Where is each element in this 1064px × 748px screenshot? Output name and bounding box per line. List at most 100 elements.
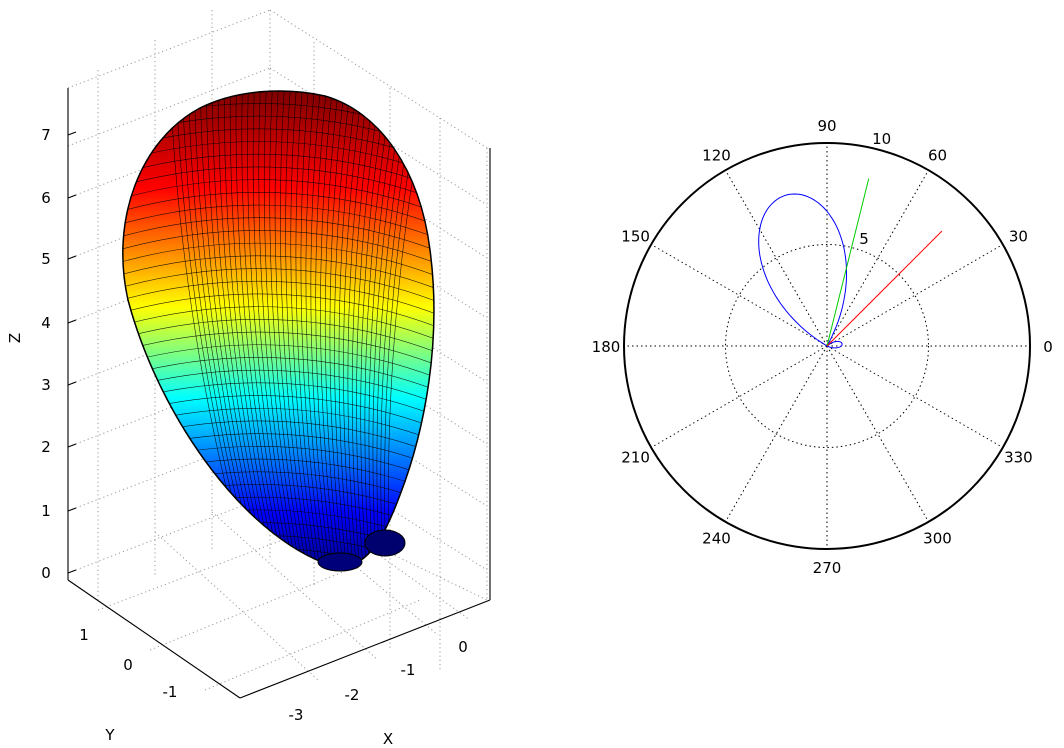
mesh-longitude: [324, 91, 342, 568]
axes3d: [67, 88, 491, 699]
mesh-longitude: [334, 91, 352, 568]
polar-lobe: [758, 193, 847, 347]
z-tick-label: 2: [41, 438, 51, 456]
mesh-latitude: [122, 281, 434, 329]
mesh-longitude: [310, 91, 332, 568]
z-tick-label: 5: [41, 250, 51, 268]
polar-spoke: [826, 244, 1004, 347]
polar-angle-label: 180: [592, 338, 621, 356]
polar-spoke: [826, 169, 929, 347]
mesh-latitude: [122, 293, 434, 341]
x-tick-label: -1: [401, 661, 416, 679]
z-tick-label: 1: [41, 502, 51, 520]
mesh-longitude: [258, 91, 300, 568]
mesh-longitude: [315, 91, 335, 568]
mesh-longitude: [360, 91, 388, 568]
polar-angle-label: 270: [813, 559, 842, 577]
polar-angle-label: 240: [702, 529, 731, 547]
z-tick-label: 0: [41, 564, 51, 582]
polar-angle-label: 60: [928, 147, 947, 165]
mesh-latitude: [122, 179, 434, 227]
mesh-longitude: [343, 91, 364, 568]
polar-angle-label: 30: [1009, 228, 1028, 246]
polar-spoke: [650, 244, 828, 347]
polar-radial-label: 5: [859, 230, 869, 248]
mesh-longitude: [199, 91, 267, 568]
mesh-longitude: [252, 91, 296, 568]
mesh-latitude: [122, 230, 434, 278]
polar-series: [758, 178, 943, 349]
mesh-latitude: [122, 192, 434, 240]
mesh-longitude: [247, 91, 293, 568]
polar-lobe: [826, 340, 843, 349]
polar-plot: 0 30 60 90 120 150 180 210 240 270 300 330 5 10: [592, 117, 1053, 577]
mesh-latitude: [122, 204, 434, 252]
mesh-longitude: [280, 91, 313, 568]
polar-ray: [826, 178, 870, 347]
polar-rim: [623, 142, 1031, 550]
y-tick-label: 0: [123, 656, 133, 674]
z-tick-label: 3: [41, 376, 51, 394]
mesh-longitude: [356, 91, 382, 568]
polar-grid: [624, 143, 1030, 549]
mesh-longitude: [205, 91, 270, 568]
mesh-longitude: [338, 91, 358, 568]
mesh-longitude: [295, 91, 322, 568]
mesh-longitude: [218, 91, 277, 568]
xlabel: X: [383, 730, 393, 748]
mesh-longitude: [229, 91, 283, 568]
z-tick-label: 7: [41, 126, 51, 144]
mesh-longitude: [274, 91, 309, 568]
polar-ring: [725, 244, 929, 448]
mesh-latitude: [122, 217, 434, 265]
mesh-longitude: [305, 91, 329, 568]
polar-spoke: [826, 345, 1004, 448]
mesh-longitude: [351, 91, 376, 568]
polar-spoke: [826, 345, 929, 523]
surface: [80, 90, 470, 620]
zlabel: Z: [6, 333, 24, 343]
mesh-latitude: [80, 573, 470, 620]
mesh-longitude: [285, 91, 316, 568]
mesh-latitude: [122, 255, 434, 303]
y-tick-label: 1: [79, 626, 89, 644]
polar-spoke: [650, 345, 828, 448]
polar-angle-label: 90: [817, 117, 836, 135]
surface-base: [317, 552, 363, 572]
mesh-latitude: [122, 268, 434, 316]
polar-angle-labels: 0 30 60 90 120 150 180 210 240 270 300 330: [592, 117, 1053, 577]
mesh-longitude: [263, 91, 303, 568]
mesh-longitude: [320, 91, 339, 568]
mesh-longitude: [290, 91, 319, 568]
polar-angle-label: 210: [621, 449, 650, 467]
mesh-latitude: [122, 547, 434, 568]
polar-ray: [826, 230, 943, 347]
polar-angle-label: 150: [621, 228, 650, 246]
z-tick-label: 6: [41, 189, 51, 207]
x-tick-label: 0: [458, 638, 468, 656]
mesh-longitude: [300, 91, 326, 568]
y-tick-label: -1: [163, 683, 178, 701]
ylabel: Y: [104, 726, 115, 744]
mesh-longitude: [364, 91, 395, 568]
mesh-latitude: [122, 242, 434, 291]
mesh-longitude: [329, 91, 346, 568]
ticks3d: 0 1 2 3 4 5 6 7 1 0 -1 0 -1 -2 -3: [41, 126, 468, 724]
mesh-longitude: [224, 91, 280, 568]
mesh-longitude: [269, 91, 306, 568]
mesh-longitude: [235, 91, 287, 568]
polar-angle-label: 300: [923, 529, 952, 547]
x-tick-label: -3: [289, 706, 304, 724]
polar-radial-label: 10: [872, 130, 891, 148]
polar-angle-label: 120: [702, 147, 731, 165]
polar-angle-label: 330: [1004, 449, 1033, 467]
mesh-longitude: [347, 91, 370, 568]
mesh-longitude: [368, 91, 401, 568]
polar-radial-labels: 5 10: [859, 130, 891, 248]
surface-small-lobe: [364, 529, 406, 557]
z-tick-label: 4: [41, 314, 51, 332]
plot3d: 0 1 2 3 4 5 6 7 1 0 -1 0 -1 -2 -3 Z Y X: [6, 9, 491, 748]
polar-angle-label: 0: [1043, 338, 1053, 356]
mesh-longitude: [212, 91, 274, 568]
